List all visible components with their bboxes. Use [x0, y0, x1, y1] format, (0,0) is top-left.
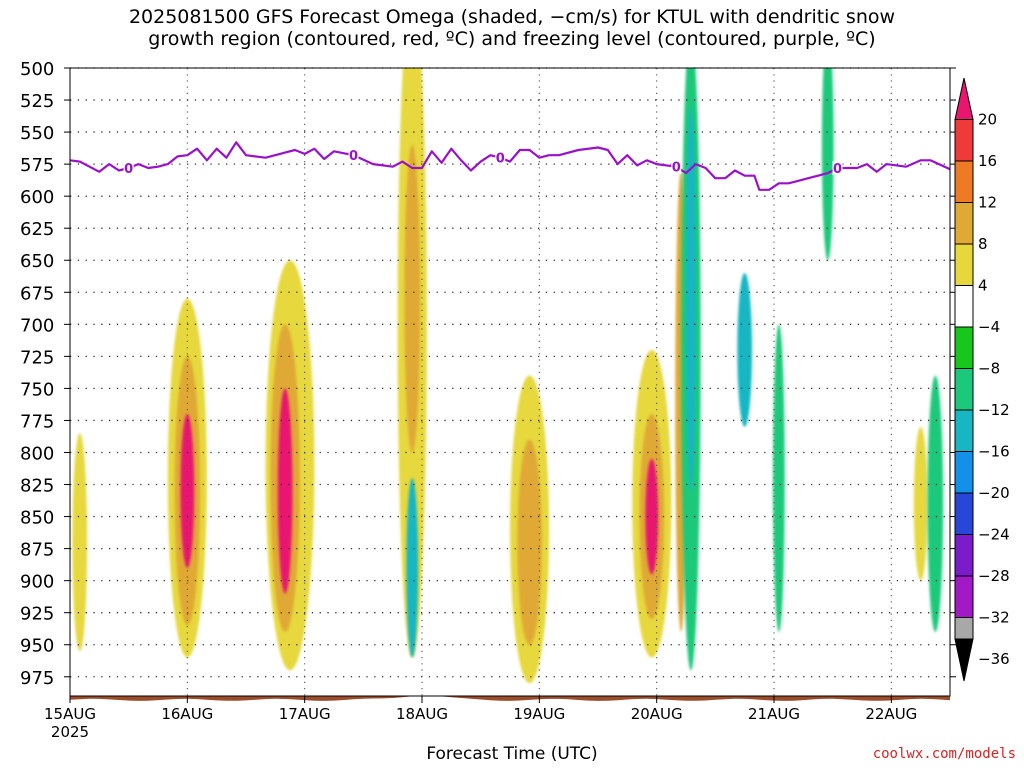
colorbar-label-13: −36 — [978, 650, 1010, 668]
freezing-level-label-bg-1 — [348, 148, 359, 163]
x-tick-label-18AUG: 18AUG — [396, 705, 448, 723]
y-tick-label-775: 775 — [20, 411, 54, 432]
colorbar-segment-12 — [954, 575, 974, 618]
colorbar-label-4: 4 — [978, 277, 988, 295]
omega-region-11 — [517, 439, 542, 645]
y-tick-label-550: 550 — [20, 123, 54, 144]
x-tick-label-15AUG: 15AUG — [44, 705, 96, 723]
omega-region-3 — [180, 414, 195, 568]
x-tick-label-16AUG: 16AUG — [161, 705, 213, 723]
x-tick-label-21AUG: 21AUG — [748, 705, 800, 723]
y-tick-label-650: 650 — [20, 251, 54, 272]
omega-region-14 — [645, 458, 659, 575]
plot-frame — [69, 67, 951, 697]
freezing-level-label-2: 0 — [496, 152, 505, 167]
colorbar-label-6: −8 — [978, 360, 1000, 378]
omega-region-18 — [737, 273, 753, 427]
freezing-level-label-bg-2 — [495, 150, 506, 165]
x-tick-sublabel-year: 2025 — [51, 723, 89, 741]
omega-region-8 — [404, 144, 421, 453]
y-tick-label-750: 750 — [20, 379, 54, 400]
freezing-level-label-bg-0 — [123, 160, 134, 175]
y-tick-label-600: 600 — [20, 187, 54, 208]
y-tick-label-825: 825 — [20, 476, 54, 497]
x-axis-title: Forecast Time (UTC) — [426, 744, 598, 764]
colorbar-segment-4 — [954, 243, 974, 286]
chart-title: 2025081500 GFS Forecast Omega (shaded, −… — [0, 6, 1024, 50]
colorbar-segment-8 — [954, 409, 974, 452]
colorbar-segment-13 — [954, 617, 974, 640]
y-tick-label-725: 725 — [20, 347, 54, 368]
freezing-level-label-3: 0 — [672, 161, 681, 176]
colorbar-label-11: −28 — [978, 567, 1010, 585]
colorbar-segment-10 — [954, 492, 974, 535]
y-tick-label-675: 675 — [20, 283, 54, 304]
omega-region-6 — [277, 388, 293, 594]
chart-title-line-2: growth region (contoured, red, ºC) and f… — [148, 28, 876, 50]
x-tick-label-22AUG: 22AUG — [865, 705, 917, 723]
omega-region-20 — [821, 68, 834, 261]
colorbar-label-2: 12 — [978, 194, 997, 212]
colorbar-legend: 20 16 12 8 4 −4 −8 −12 −16 −20 −24 −28 −32 −36 — [954, 77, 1010, 682]
axis-tick-labels: 500 525 550 575 600 625 650 675 700 725 750 775 800 8… — [20, 59, 917, 741]
colorbar-segment-1 — [954, 119, 974, 162]
freezing-level-line — [70, 141, 950, 191]
colorbar-segment-11 — [954, 534, 974, 577]
ground-surface — [70, 695, 950, 701]
freezing-level-label-bg-4 — [832, 160, 843, 175]
omega-region-0 — [72, 433, 88, 652]
y-tick-label-950: 950 — [20, 636, 54, 657]
colorbar-label-7: −12 — [978, 401, 1010, 419]
y-tick-label-500: 500 — [20, 59, 54, 80]
y-tick-label-850: 850 — [20, 508, 54, 529]
y-tick-label-975: 975 — [20, 668, 54, 689]
y-tick-label-525: 525 — [20, 91, 54, 112]
colorbar-bottom-arrow — [954, 638, 974, 682]
colorbar-label-1: 16 — [978, 152, 997, 170]
omega-region-19 — [773, 324, 785, 632]
colorbar-label-12: −32 — [978, 609, 1010, 627]
y-tick-label-800: 800 — [20, 443, 54, 464]
freezing-level-label-1: 0 — [349, 149, 358, 164]
colorbar-label-10: −24 — [978, 526, 1010, 544]
colorbar-segment-6 — [954, 326, 974, 369]
chart-title-line-1: 2025081500 GFS Forecast Omega (shaded, −… — [128, 6, 896, 28]
y-tick-label-875: 875 — [20, 540, 54, 561]
ground-fill — [70, 695, 950, 701]
omega-region-9 — [406, 478, 419, 658]
site-credit: coolwx.com/models — [872, 746, 1016, 762]
colorbar-label-9: −20 — [978, 484, 1010, 502]
freezing-level-label-bg-3 — [671, 159, 682, 174]
x-tick-label-20AUG: 20AUG — [631, 705, 683, 723]
x-tick-label-17AUG: 17AUG — [279, 705, 331, 723]
colorbar-top-arrow — [954, 77, 974, 120]
omega-region-17 — [686, 106, 696, 491]
omega-region-21 — [913, 426, 928, 581]
y-tick-label-575: 575 — [20, 155, 54, 176]
colorbar-label-8: −16 — [978, 443, 1010, 461]
grid-lines — [70, 67, 950, 696]
colorbar-label-0: 20 — [978, 111, 997, 129]
colorbar-label-5: −4 — [978, 318, 1000, 336]
colorbar-segment-3 — [954, 202, 974, 245]
colorbar-segment-9 — [954, 451, 974, 494]
omega-region-22 — [927, 375, 944, 632]
colorbar-label-3: 8 — [978, 235, 988, 253]
y-tick-label-925: 925 — [20, 604, 54, 625]
freezing-level-label-0: 0 — [124, 162, 133, 177]
y-tick-label-625: 625 — [20, 219, 54, 240]
colorbar-segment-5 — [954, 285, 974, 328]
freezing-level-contour: 0 0 0 0 0 — [70, 141, 950, 191]
y-tick-label-900: 900 — [20, 572, 54, 593]
colorbar-segment-7 — [954, 368, 974, 411]
y-tick-label-700: 700 — [20, 315, 54, 336]
freezing-level-label-4: 0 — [833, 162, 842, 177]
x-tick-label-19AUG: 19AUG — [513, 705, 565, 723]
colorbar-segment-2 — [954, 160, 974, 203]
